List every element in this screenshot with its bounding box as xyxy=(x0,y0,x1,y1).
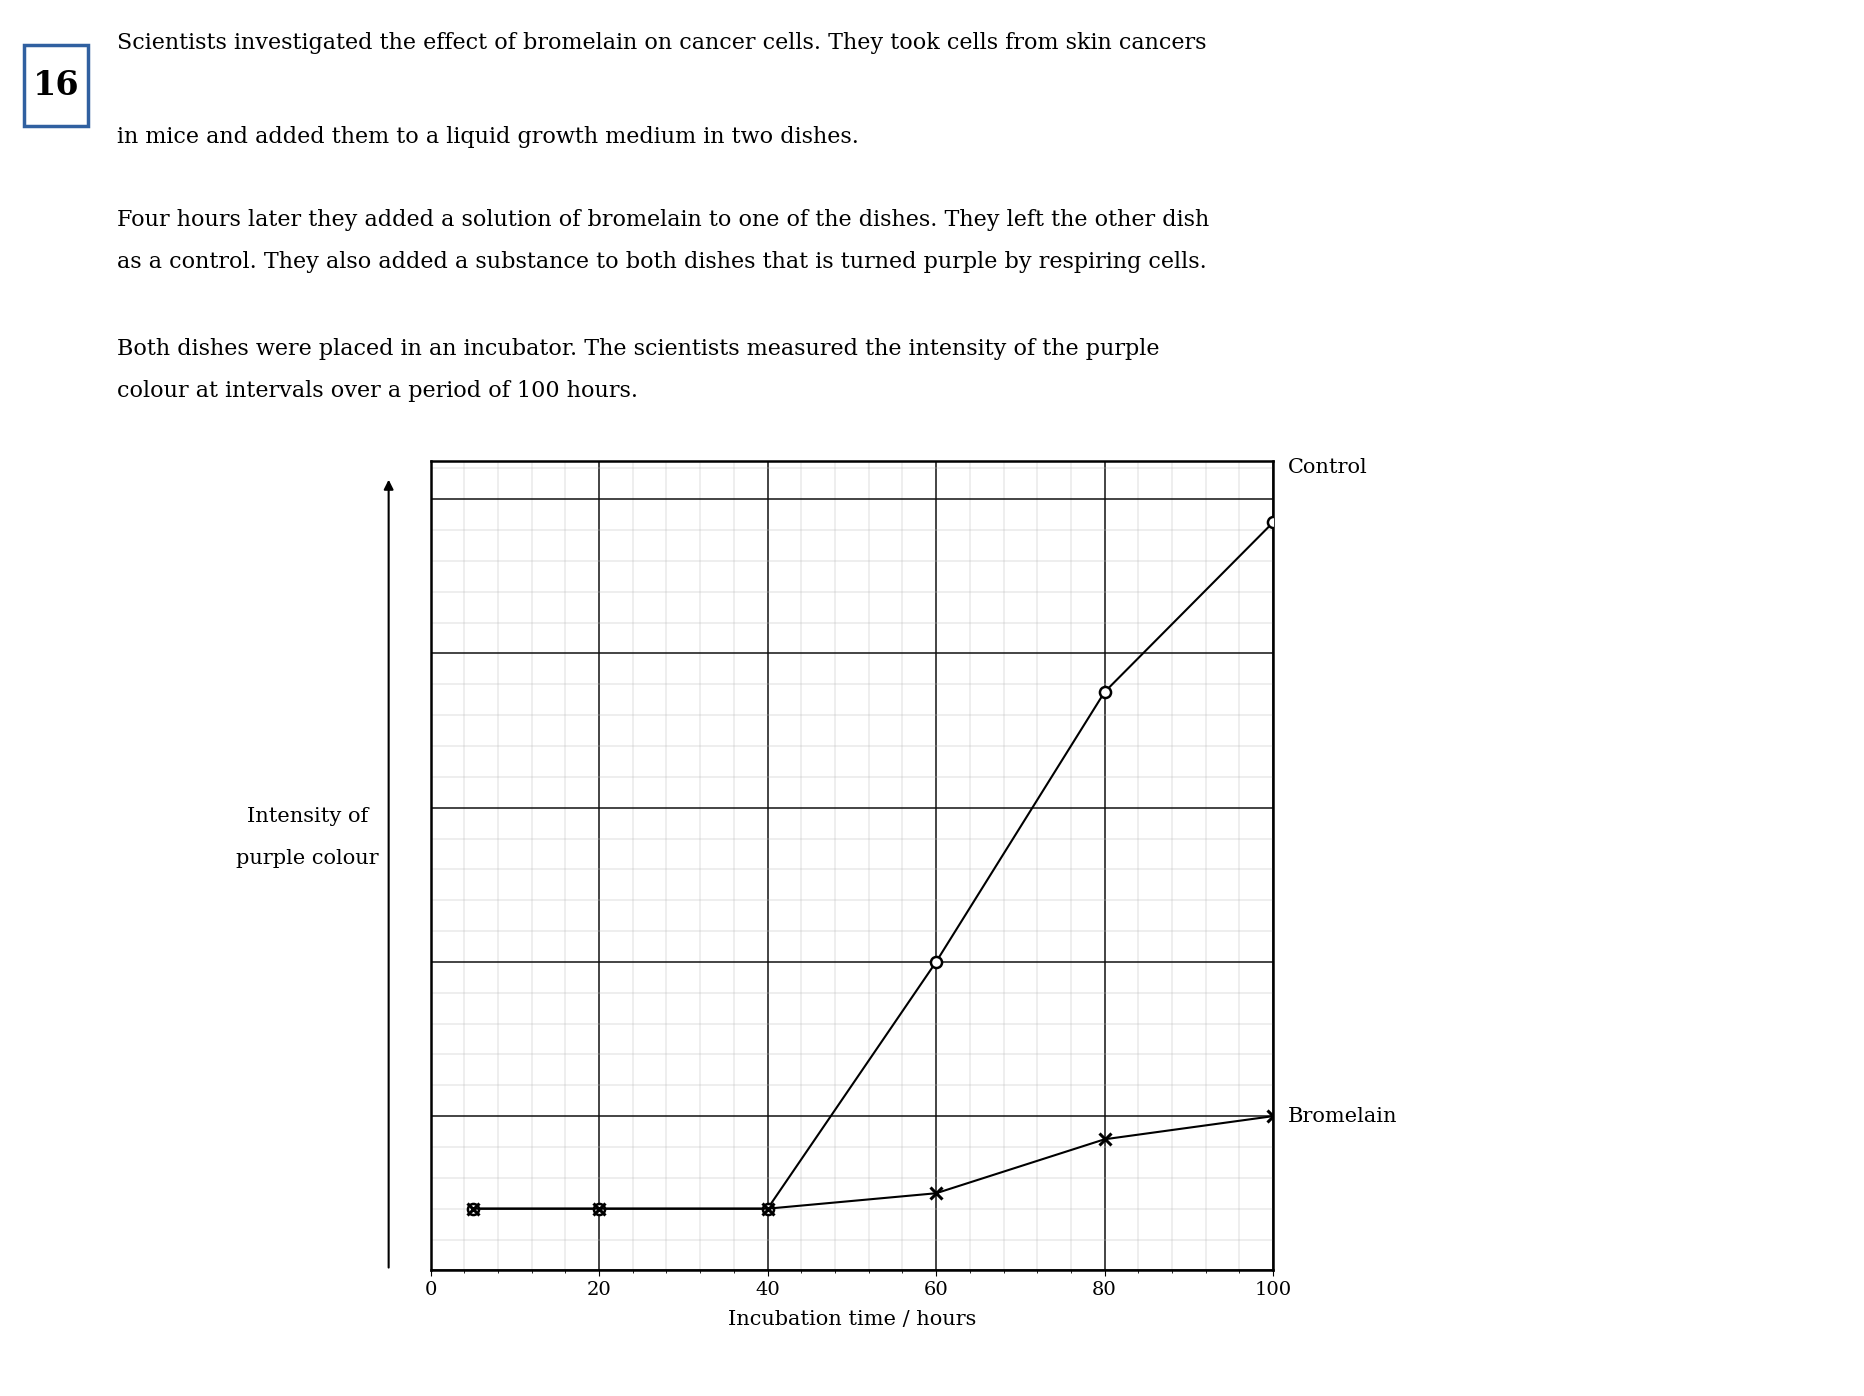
Text: Bromelain: Bromelain xyxy=(1288,1107,1398,1125)
Text: as a control. They also added a substance to both dishes that is turned purple b: as a control. They also added a substanc… xyxy=(117,251,1208,274)
Text: Control: Control xyxy=(1288,458,1368,477)
Text: Both dishes were placed in an incubator. The scientists measured the intensity o: Both dishes were placed in an incubator.… xyxy=(117,338,1159,360)
Text: purple colour: purple colour xyxy=(237,849,378,868)
Text: Four hours later they added a solution of bromelain to one of the dishes. They l: Four hours later they added a solution o… xyxy=(117,209,1210,232)
Text: colour at intervals over a period of 100 hours.: colour at intervals over a period of 100… xyxy=(117,380,639,402)
Text: in mice and added them to a liquid growth medium in two dishes.: in mice and added them to a liquid growt… xyxy=(117,126,859,148)
Text: 16: 16 xyxy=(32,68,80,102)
Text: Scientists investigated the effect of bromelain on cancer cells. They took cells: Scientists investigated the effect of br… xyxy=(117,32,1206,54)
X-axis label: Incubation time / hours: Incubation time / hours xyxy=(727,1309,977,1329)
Text: Intensity of: Intensity of xyxy=(246,807,369,826)
